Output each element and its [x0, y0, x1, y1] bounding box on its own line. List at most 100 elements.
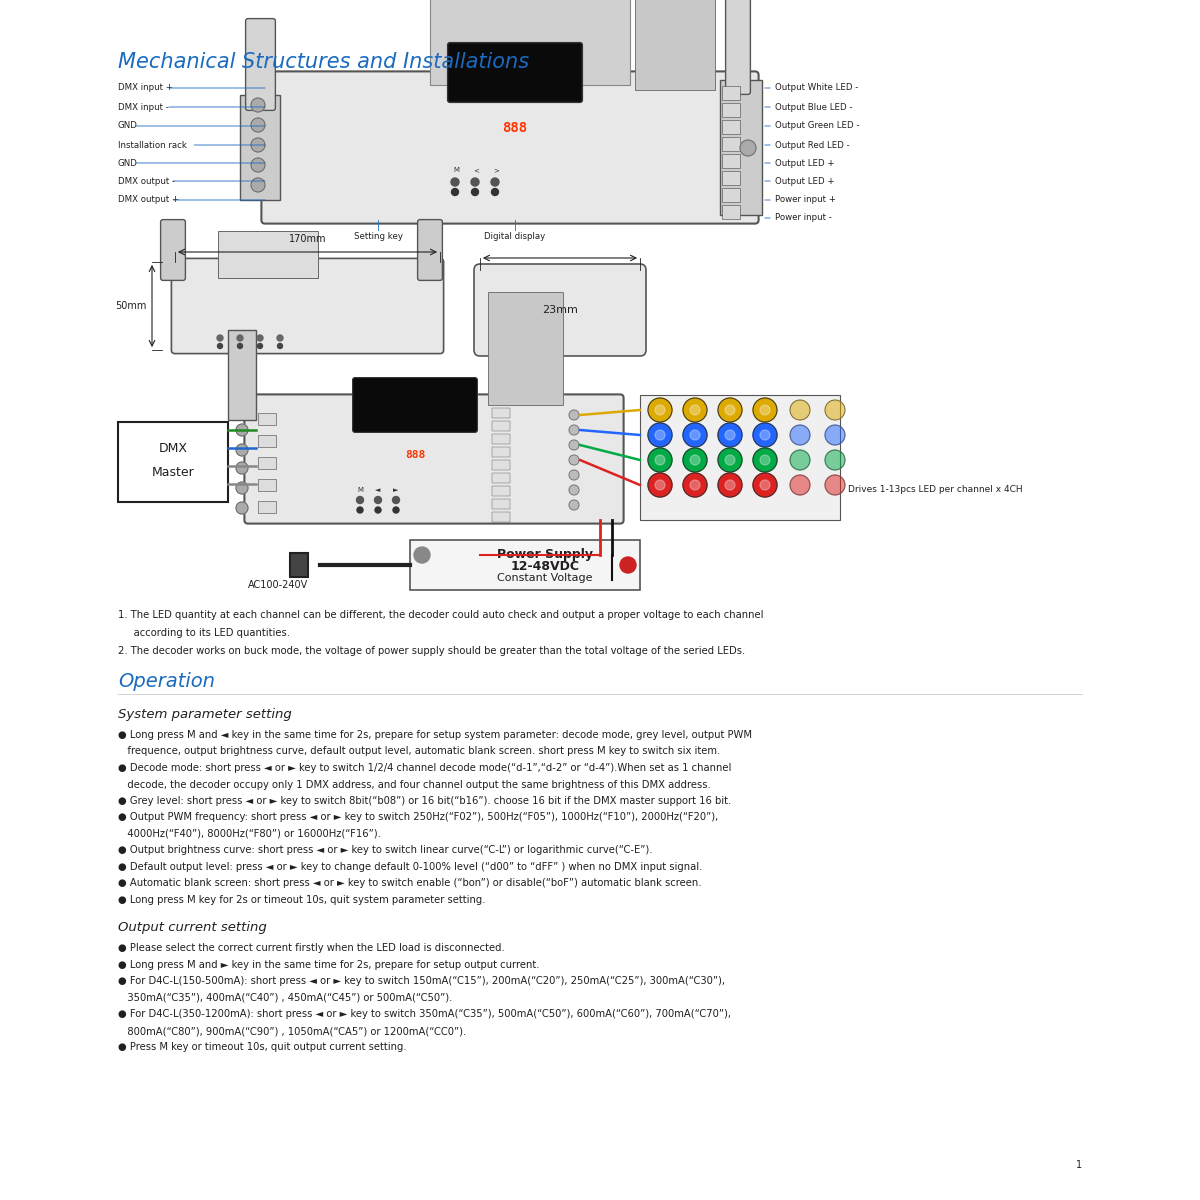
Bar — [722, 188, 740, 202]
Circle shape — [655, 455, 665, 464]
Circle shape — [690, 430, 700, 440]
Text: Installation rack: Installation rack — [118, 140, 187, 150]
Text: decode, the decoder occupy only 1 DMX address, and four channel output the same : decode, the decoder occupy only 1 DMX ad… — [118, 780, 710, 790]
Text: Output Green LED -: Output Green LED - — [775, 121, 859, 131]
FancyBboxPatch shape — [448, 43, 582, 102]
Bar — [228, 330, 256, 420]
Circle shape — [251, 138, 265, 152]
Circle shape — [394, 506, 398, 514]
Text: DMX output +: DMX output + — [118, 196, 179, 204]
Text: ● Output brightness curve: short press ◄ or ► key to switch linear curve(“C-L”) : ● Output brightness curve: short press ◄… — [118, 846, 653, 856]
FancyBboxPatch shape — [246, 18, 276, 110]
Bar — [430, 0, 630, 85]
Circle shape — [725, 455, 734, 464]
Text: 800mA(“C80”), 900mA(“C90”) , 1050mA(“CA5”) or 1200mA(“CC0”).: 800mA(“C80”), 900mA(“C90”) , 1050mA(“CA5… — [118, 1026, 467, 1036]
Text: M: M — [358, 487, 364, 493]
Text: Constant Voltage: Constant Voltage — [497, 572, 593, 583]
Text: Digital display: Digital display — [485, 232, 546, 241]
Bar — [635, 0, 715, 90]
Circle shape — [472, 188, 479, 196]
Bar — [492, 473, 510, 482]
Circle shape — [358, 506, 364, 514]
FancyBboxPatch shape — [474, 264, 646, 356]
Text: 50mm: 50mm — [115, 301, 148, 311]
FancyBboxPatch shape — [726, 0, 750, 95]
Bar — [492, 486, 510, 496]
Circle shape — [655, 480, 665, 490]
Text: Operation: Operation — [118, 672, 215, 691]
Circle shape — [754, 473, 778, 497]
Circle shape — [648, 473, 672, 497]
Text: Power input +: Power input + — [775, 196, 836, 204]
Text: 170mm: 170mm — [289, 234, 326, 244]
Circle shape — [236, 424, 248, 436]
Circle shape — [690, 480, 700, 490]
Text: ● Please select the correct current firstly when the LED load is disconnected.: ● Please select the correct current firs… — [118, 943, 505, 954]
Circle shape — [374, 506, 382, 514]
Circle shape — [251, 178, 265, 192]
Text: frequence, output brightness curve, default output level, automatic blank screen: frequence, output brightness curve, defa… — [118, 746, 720, 756]
Bar — [640, 395, 840, 520]
FancyBboxPatch shape — [245, 395, 624, 523]
Text: Output LED +: Output LED + — [775, 158, 835, 168]
Circle shape — [251, 158, 265, 172]
FancyBboxPatch shape — [262, 72, 758, 223]
Circle shape — [790, 400, 810, 420]
Circle shape — [236, 462, 248, 474]
Bar — [492, 434, 510, 444]
Bar — [722, 170, 740, 185]
Circle shape — [790, 475, 810, 494]
Circle shape — [754, 448, 778, 472]
Text: ►: ► — [394, 487, 398, 493]
Circle shape — [569, 500, 580, 510]
Bar — [118, 422, 228, 502]
Text: DMX input -: DMX input - — [118, 102, 169, 112]
Text: 1. The LED quantity at each channel can be different, the decoder could auto che: 1. The LED quantity at each channel can … — [118, 610, 763, 620]
Bar — [258, 502, 276, 514]
Text: Output White LED -: Output White LED - — [775, 84, 858, 92]
Circle shape — [236, 502, 248, 514]
Circle shape — [238, 343, 242, 348]
Circle shape — [648, 422, 672, 446]
Text: ● Press M key or timeout 10s, quit output current setting.: ● Press M key or timeout 10s, quit outpu… — [118, 1043, 407, 1052]
Circle shape — [718, 473, 742, 497]
Bar — [488, 292, 563, 404]
Circle shape — [569, 470, 580, 480]
Circle shape — [569, 440, 580, 450]
Text: GND: GND — [118, 121, 138, 131]
Bar — [218, 230, 318, 278]
Circle shape — [569, 455, 580, 464]
Circle shape — [725, 430, 734, 440]
Bar — [410, 540, 640, 590]
Text: Mechanical Structures and Installations: Mechanical Structures and Installations — [118, 52, 529, 72]
Text: ● Automatic blank screen: short press ◄ or ► key to switch enable (“bon”) or dis: ● Automatic blank screen: short press ◄ … — [118, 878, 702, 888]
Bar — [492, 512, 510, 522]
Text: AC100-240V: AC100-240V — [248, 580, 308, 590]
Circle shape — [238, 335, 242, 341]
Circle shape — [760, 404, 770, 415]
Bar — [492, 460, 510, 470]
Text: 4000Hz(“F40”), 8000Hz(“F80”) or 16000Hz(“F16”).: 4000Hz(“F40”), 8000Hz(“F80”) or 16000Hz(… — [118, 829, 380, 839]
Circle shape — [236, 482, 248, 494]
Circle shape — [754, 398, 778, 422]
Circle shape — [718, 398, 742, 422]
Circle shape — [277, 343, 282, 348]
Circle shape — [356, 497, 364, 504]
Circle shape — [392, 497, 400, 504]
Text: ● For D4C-L(150-500mA): short press ◄ or ► key to switch 150mA(“C15”), 200mA(“C2: ● For D4C-L(150-500mA): short press ◄ or… — [118, 977, 725, 986]
Circle shape — [683, 422, 707, 446]
Text: GND: GND — [118, 158, 138, 168]
Circle shape — [725, 404, 734, 415]
Circle shape — [374, 497, 382, 504]
Circle shape — [683, 473, 707, 497]
Text: 2. The decoder works on buck mode, the voltage of power supply should be greater: 2. The decoder works on buck mode, the v… — [118, 646, 745, 656]
Circle shape — [569, 485, 580, 494]
Bar — [722, 137, 740, 151]
Bar — [722, 154, 740, 168]
Bar — [722, 86, 740, 100]
Text: 888: 888 — [404, 450, 425, 460]
Circle shape — [690, 455, 700, 464]
Bar — [492, 408, 510, 418]
Text: Output current setting: Output current setting — [118, 922, 266, 935]
Text: Setting key: Setting key — [354, 232, 402, 241]
